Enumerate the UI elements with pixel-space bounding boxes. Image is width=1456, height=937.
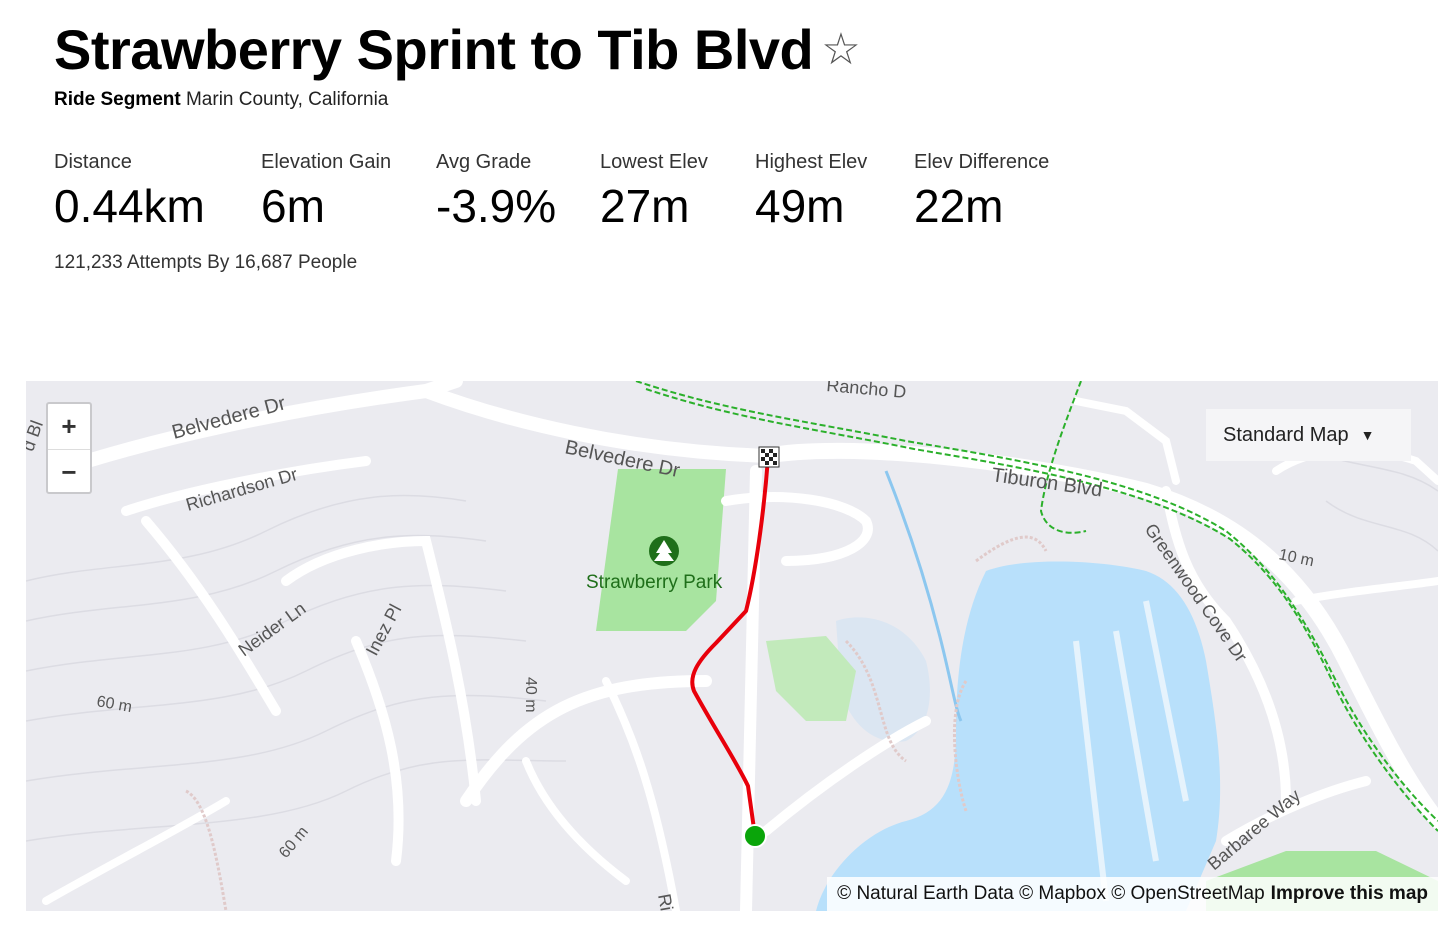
street-label: Rancho D <box>826 381 907 402</box>
contour-label: 60 m <box>95 693 133 716</box>
park-label: Strawberry Park <box>586 572 723 593</box>
improve-map-link[interactable]: Improve this map <box>1270 883 1428 904</box>
attribution-osm[interactable]: © OpenStreetMap <box>1111 883 1265 904</box>
creek <box>884 470 963 722</box>
stat-label: Lowest Elev <box>600 151 708 173</box>
stat-label: Highest Elev <box>755 151 868 173</box>
map-type-label: Standard Map <box>1223 423 1349 446</box>
contour-label: 40 m <box>522 677 539 713</box>
street-label: Belvedere Dr <box>170 392 289 444</box>
zoom-in-button[interactable]: + <box>48 404 90 450</box>
star-icon[interactable]: ☆ <box>821 25 861 74</box>
edge-label: d Bl <box>26 418 47 454</box>
stat-lowest-elev: Lowest Elev 27m <box>600 150 755 234</box>
marina-docks <box>1073 600 1189 902</box>
stat-elevation-gain: Elevation Gain 6m <box>261 150 436 234</box>
route-finish-marker <box>758 446 780 468</box>
map-canvas[interactable]: Belvedere Dr Belvedere Dr Richardson Dr … <box>26 381 1438 911</box>
segment-type: Ride Segment <box>54 89 181 110</box>
segment-map[interactable]: Belvedere Dr Belvedere Dr Richardson Dr … <box>26 381 1438 911</box>
stat-value: 6m <box>261 180 325 232</box>
stat-elev-difference: Elev Difference 22m <box>914 150 1094 234</box>
stat-value: 22m <box>914 180 1004 232</box>
footpaths <box>185 535 1048 911</box>
attribution-mapbox[interactable]: © Mapbox <box>1019 883 1106 904</box>
stat-label: Elevation Gain <box>261 151 392 173</box>
edge-label: Ri <box>654 892 677 911</box>
contour-label: 60 m <box>276 823 312 861</box>
map-attribution: © Natural Earth Data © Mapbox © OpenStre… <box>827 877 1438 911</box>
stat-label: Distance <box>54 151 132 173</box>
lagoon-water <box>836 617 930 742</box>
stat-highest-elev: Highest Elev 49m <box>755 150 914 234</box>
attempts-count: 121,233 Attempts By 16,687 People <box>54 252 358 273</box>
segment-subtitle: Ride Segment Marin County, California <box>54 89 388 111</box>
stat-distance: Distance 0.44km <box>54 150 261 234</box>
stats-row: Distance 0.44km Elevation Gain 6m Avg Gr… <box>54 150 1094 234</box>
attribution-natural-earth[interactable]: © Natural Earth Data <box>837 883 1014 904</box>
stat-value: 0.44km <box>54 180 205 232</box>
caret-down-icon: ▼ <box>1360 427 1375 443</box>
stat-value: 27m <box>600 180 690 232</box>
stat-avg-grade: Avg Grade -3.9% <box>436 150 600 234</box>
stat-label: Elev Difference <box>914 151 1050 173</box>
map-type-dropdown[interactable]: Standard Map ▼ <box>1206 409 1411 461</box>
park-area-2 <box>766 636 856 721</box>
route-start-marker <box>743 824 767 848</box>
title-row: Strawberry Sprint to Tib Blvd ☆ <box>54 16 861 84</box>
park-tree-icon <box>649 536 679 566</box>
stat-value: -3.9% <box>436 180 557 232</box>
bike-path <box>635 381 1438 832</box>
contour-lines <box>26 440 1438 842</box>
zoom-control: + − <box>46 402 92 494</box>
street-label: Neider Ln <box>235 598 310 660</box>
stat-value: 49m <box>755 180 845 232</box>
zoom-out-button[interactable]: − <box>61 457 77 487</box>
street-label: Inez Pl <box>362 601 405 659</box>
segment-route <box>690 457 770 837</box>
stat-label: Avg Grade <box>436 151 532 173</box>
page-title: Strawberry Sprint to Tib Blvd <box>54 18 814 81</box>
segment-location: Marin County, California <box>185 89 389 110</box>
